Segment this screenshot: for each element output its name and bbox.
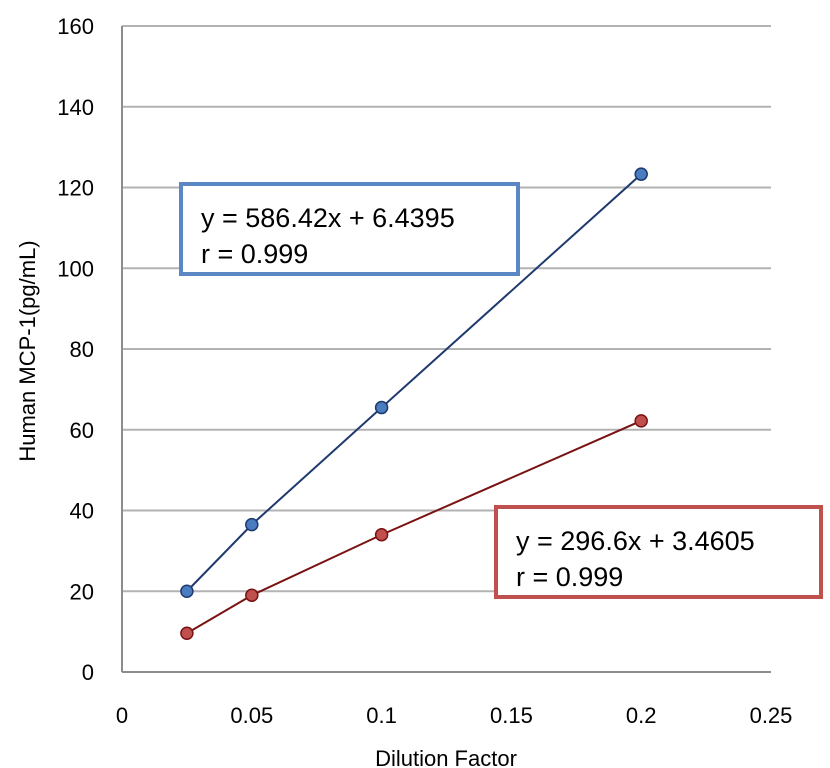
y-tick-labels: 0 20 40 60 80 100 120 140 160 bbox=[57, 14, 94, 685]
y-tick-label-8: 160 bbox=[57, 14, 94, 39]
series-0 bbox=[180, 167, 648, 598]
r-value-text-blue: r = 0.999 bbox=[201, 239, 309, 269]
series-0-point-3 bbox=[634, 167, 648, 181]
y-tick-label-2: 40 bbox=[70, 499, 94, 524]
y-tick-label-1: 20 bbox=[70, 579, 94, 604]
axes bbox=[121, 26, 771, 673]
equation-text-red: y = 296.6x + 3.4605 bbox=[516, 526, 755, 556]
x-tick-label-5: 0.25 bbox=[750, 703, 793, 728]
x-tick-label-1: 0.05 bbox=[230, 703, 273, 728]
y-tick-label-3: 60 bbox=[70, 418, 94, 443]
y-tick-label-4: 80 bbox=[70, 337, 94, 362]
x-tick-label-0: 0 bbox=[116, 703, 128, 728]
x-tick-label-2: 0.1 bbox=[366, 703, 397, 728]
y-tick-label-6: 120 bbox=[57, 176, 94, 201]
series-0-point-0 bbox=[180, 584, 194, 598]
y-tick-label-5: 100 bbox=[57, 256, 94, 281]
y-axis-label: Human MCP-1(pg/mL) bbox=[15, 240, 40, 461]
r-value-text-red: r = 0.999 bbox=[516, 562, 624, 592]
equation-box-blue: y = 586.42x + 6.4395 r = 0.999 bbox=[179, 182, 520, 276]
x-tick-labels: 0 0.05 0.1 0.15 0.2 0.25 bbox=[116, 703, 793, 728]
series-1-point-0 bbox=[180, 626, 194, 640]
y-tick-label-0: 0 bbox=[82, 660, 94, 685]
x-axis-label: Dilution Factor bbox=[375, 746, 517, 768]
series-0-point-2 bbox=[374, 400, 389, 415]
equation-box-red: y = 296.6x + 3.4605 r = 0.999 bbox=[494, 505, 823, 599]
series-0-line bbox=[186, 173, 642, 592]
series-1-point-1 bbox=[245, 588, 259, 603]
x-tick-label-3: 0.15 bbox=[490, 703, 533, 728]
series-0-point-1 bbox=[245, 517, 259, 532]
series-1 bbox=[180, 414, 648, 640]
x-tick-label-4: 0.2 bbox=[626, 703, 657, 728]
equation-text-blue: y = 586.42x + 6.4395 bbox=[201, 203, 455, 233]
y-tick-label-7: 140 bbox=[57, 95, 94, 120]
series-1-line bbox=[186, 419, 642, 635]
series-1-point-2 bbox=[374, 527, 389, 542]
series-1-point-3 bbox=[634, 414, 648, 428]
series-group bbox=[180, 167, 648, 640]
